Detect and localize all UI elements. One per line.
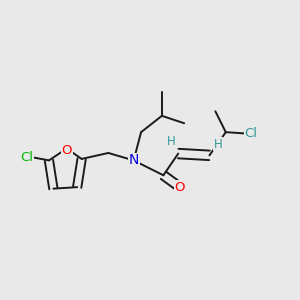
Text: Cl: Cl	[244, 127, 258, 140]
Text: O: O	[61, 143, 72, 157]
Text: H: H	[167, 135, 175, 148]
Text: O: O	[175, 181, 185, 194]
Text: H: H	[213, 138, 222, 151]
Text: Cl: Cl	[20, 151, 33, 164]
Text: N: N	[128, 153, 139, 167]
